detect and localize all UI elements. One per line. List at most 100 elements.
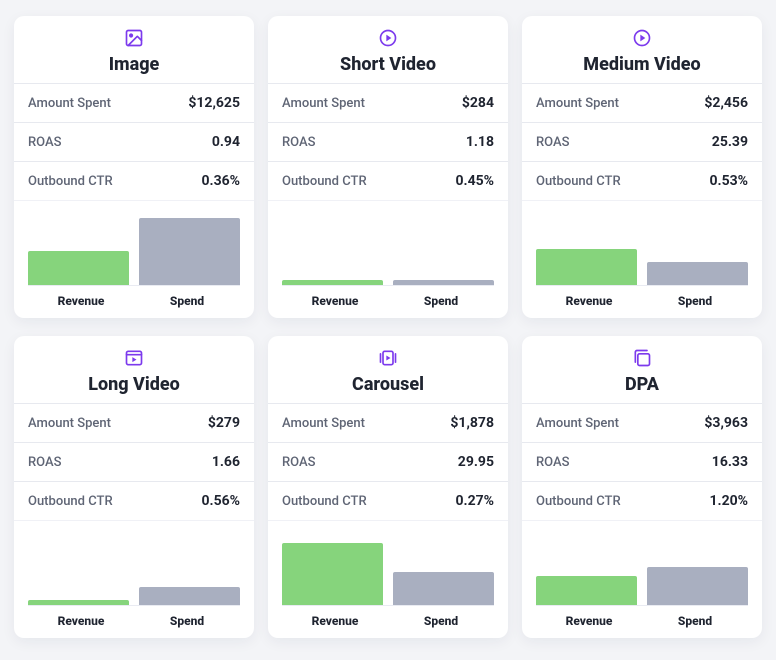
- amount-spent-value: $2,456: [704, 95, 748, 111]
- roas-value: 16.33: [712, 454, 748, 470]
- amount-spent-label: Amount Spent: [28, 416, 111, 431]
- amount-spent-label: Amount Spent: [536, 96, 619, 111]
- card-grid: Image Amount Spent $12,625 ROAS 0.94 Out…: [14, 16, 762, 638]
- roas-value: 1.18: [466, 134, 494, 150]
- row-roas: ROAS 29.95: [268, 442, 508, 481]
- revenue-label: Revenue: [28, 614, 134, 628]
- row-amount-spent: Amount Spent $3,963: [522, 403, 762, 442]
- roas-label: ROAS: [28, 455, 62, 470]
- ctr-label: Outbound CTR: [536, 494, 621, 509]
- spend-bar: [139, 587, 240, 605]
- spend-bar: [647, 262, 748, 285]
- amount-spent-label: Amount Spent: [28, 96, 111, 111]
- roas-value: 0.94: [212, 134, 240, 150]
- ctr-label: Outbound CTR: [28, 174, 113, 189]
- row-roas: ROAS 1.66: [14, 442, 254, 481]
- card-title: Carousel: [268, 374, 508, 395]
- row-roas: ROAS 0.94: [14, 122, 254, 161]
- spend-label: Spend: [642, 294, 748, 308]
- revenue-bar: [282, 543, 383, 605]
- card-chart: Revenue Spend: [14, 200, 254, 318]
- roas-value: 1.66: [212, 454, 240, 470]
- card-title: Medium Video: [522, 54, 762, 75]
- amount-spent-value: $12,625: [188, 95, 240, 111]
- spend-bar: [393, 572, 494, 605]
- card-title: Long Video: [14, 374, 254, 395]
- row-amount-spent: Amount Spent $12,625: [14, 83, 254, 122]
- image-icon: [14, 26, 254, 50]
- card-title: DPA: [522, 374, 762, 395]
- metric-card: Medium Video Amount Spent $2,456 ROAS 25…: [522, 16, 762, 318]
- ctr-value: 0.53%: [709, 173, 748, 189]
- spend-label: Spend: [134, 614, 240, 628]
- metric-card: DPA Amount Spent $3,963 ROAS 16.33 Outbo…: [522, 336, 762, 638]
- row-amount-spent: Amount Spent $284: [268, 83, 508, 122]
- ctr-label: Outbound CTR: [282, 174, 367, 189]
- card-chart: Revenue Spend: [14, 520, 254, 638]
- revenue-bar: [28, 600, 129, 605]
- card-chart: Revenue Spend: [522, 520, 762, 638]
- amount-spent-value: $3,963: [704, 415, 748, 431]
- card-title: Image: [14, 54, 254, 75]
- chart-labels: Revenue Spend: [282, 285, 494, 318]
- row-roas: ROAS 16.33: [522, 442, 762, 481]
- revenue-bar: [28, 251, 129, 285]
- ctr-value: 0.45%: [455, 173, 494, 189]
- row-amount-spent: Amount Spent $2,456: [522, 83, 762, 122]
- roas-label: ROAS: [536, 455, 570, 470]
- chart-bars: [282, 529, 494, 605]
- row-outbound-ctr: Outbound CTR 0.36%: [14, 161, 254, 200]
- carousel-icon: [268, 346, 508, 370]
- chart-labels: Revenue Spend: [28, 285, 240, 318]
- amount-spent-value: $279: [208, 415, 240, 431]
- card-chart: Revenue Spend: [522, 200, 762, 318]
- ctr-value: 0.36%: [201, 173, 240, 189]
- roas-label: ROAS: [536, 135, 570, 150]
- row-amount-spent: Amount Spent $1,878: [268, 403, 508, 442]
- spend-label: Spend: [642, 614, 748, 628]
- ctr-label: Outbound CTR: [282, 494, 367, 509]
- row-outbound-ctr: Outbound CTR 0.53%: [522, 161, 762, 200]
- roas-label: ROAS: [282, 455, 316, 470]
- card-rows: Amount Spent $2,456 ROAS 25.39 Outbound …: [522, 83, 762, 200]
- row-outbound-ctr: Outbound CTR 0.56%: [14, 481, 254, 520]
- row-outbound-ctr: Outbound CTR 0.45%: [268, 161, 508, 200]
- roas-label: ROAS: [28, 135, 62, 150]
- metric-card: Short Video Amount Spent $284 ROAS 1.18 …: [268, 16, 508, 318]
- row-roas: ROAS 1.18: [268, 122, 508, 161]
- spend-label: Spend: [134, 294, 240, 308]
- revenue-label: Revenue: [536, 614, 642, 628]
- revenue-label: Revenue: [282, 294, 388, 308]
- spend-label: Spend: [388, 614, 494, 628]
- card-chart: Revenue Spend: [268, 520, 508, 638]
- revenue-label: Revenue: [536, 294, 642, 308]
- play-circle-icon: [522, 26, 762, 50]
- row-roas: ROAS 25.39: [522, 122, 762, 161]
- revenue-bar: [536, 576, 637, 605]
- amount-spent-label: Amount Spent: [282, 96, 365, 111]
- card-rows: Amount Spent $284 ROAS 1.18 Outbound CTR…: [268, 83, 508, 200]
- chart-bars: [536, 209, 748, 285]
- spend-label: Spend: [388, 294, 494, 308]
- revenue-label: Revenue: [282, 614, 388, 628]
- chart-labels: Revenue Spend: [536, 285, 748, 318]
- roas-value: 25.39: [712, 134, 748, 150]
- ctr-value: 0.56%: [201, 493, 240, 509]
- chart-labels: Revenue Spend: [28, 605, 240, 638]
- chart-bars: [282, 209, 494, 285]
- card-chart: Revenue Spend: [268, 200, 508, 318]
- metric-card: Image Amount Spent $12,625 ROAS 0.94 Out…: [14, 16, 254, 318]
- metric-card: Carousel Amount Spent $1,878 ROAS 29.95 …: [268, 336, 508, 638]
- roas-value: 29.95: [458, 454, 494, 470]
- row-outbound-ctr: Outbound CTR 1.20%: [522, 481, 762, 520]
- card-rows: Amount Spent $1,878 ROAS 29.95 Outbound …: [268, 403, 508, 520]
- card-rows: Amount Spent $12,625 ROAS 0.94 Outbound …: [14, 83, 254, 200]
- chart-bars: [536, 529, 748, 605]
- video-frame-icon: [14, 346, 254, 370]
- revenue-label: Revenue: [28, 294, 134, 308]
- chart-bars: [28, 209, 240, 285]
- chart-labels: Revenue Spend: [282, 605, 494, 638]
- row-outbound-ctr: Outbound CTR 0.27%: [268, 481, 508, 520]
- ctr-value: 0.27%: [455, 493, 494, 509]
- ctr-label: Outbound CTR: [28, 494, 113, 509]
